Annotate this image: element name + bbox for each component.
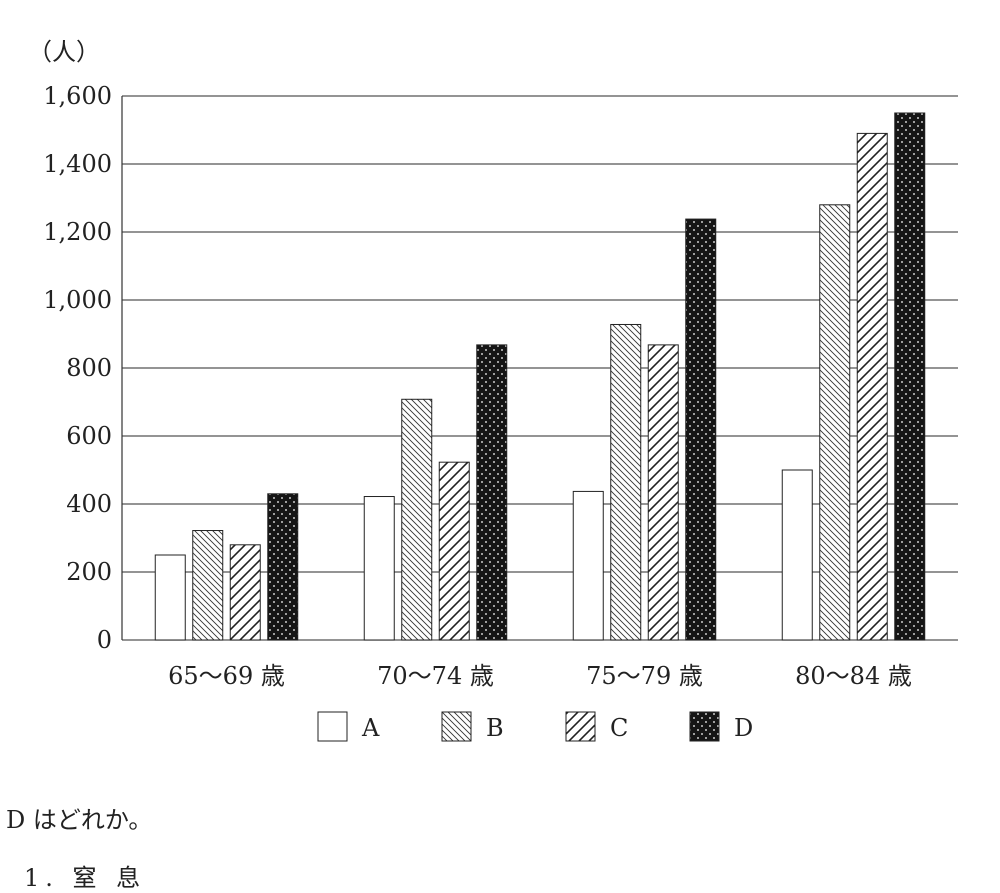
y-unit-label: （人） xyxy=(28,38,100,66)
bar-b-1 xyxy=(192,530,224,641)
y-tick-label: 1,200 xyxy=(43,218,112,246)
y-tick-label: 1,000 xyxy=(43,286,112,314)
x-category-label: 75～79 歳 xyxy=(586,662,703,690)
bar-b-2 xyxy=(401,398,433,641)
bar-d-1 xyxy=(267,493,299,641)
x-category-label: 65～69 歳 xyxy=(168,662,285,690)
y-tick-label: 1,600 xyxy=(43,82,112,110)
y-tick-label: 400 xyxy=(66,490,112,518)
bar-a-2 xyxy=(363,496,395,641)
bar-b-3 xyxy=(610,323,642,641)
bar-c-1 xyxy=(229,544,261,641)
y-tick-label: 0 xyxy=(97,626,112,654)
bar-c-3 xyxy=(647,344,679,641)
y-tick-label: 1,400 xyxy=(43,150,112,178)
x-category-label: 70～74 歳 xyxy=(377,662,494,690)
legend-swatch-a xyxy=(317,711,348,742)
y-tick-label: 600 xyxy=(66,422,112,450)
bar-c-2 xyxy=(438,461,470,641)
legend-label-c: C xyxy=(610,714,628,742)
legend-swatch-b xyxy=(441,711,472,742)
bar-d-4 xyxy=(894,112,926,641)
bar-c-4 xyxy=(856,132,888,641)
legend-label-a: A xyxy=(361,714,380,742)
bar-a-1 xyxy=(154,554,186,641)
legend-label-d: D xyxy=(734,714,753,742)
bar-a-3 xyxy=(572,490,604,641)
answer-option-1[interactable]: 1. 窒 息 xyxy=(24,864,147,892)
bar-d-3 xyxy=(685,218,717,641)
y-tick-label: 800 xyxy=(66,354,112,382)
bar-chart: （人） 0 200 400 600 800 1,000 1,200 1,400 1,600 65～… xyxy=(28,38,958,742)
bar-b-4 xyxy=(819,204,851,641)
bar-a-4 xyxy=(781,469,813,641)
legend-swatch-d xyxy=(689,711,720,742)
legend-label-b: B xyxy=(486,714,504,742)
question-text: D はどれか。 xyxy=(6,806,153,834)
x-category-label: 80～84 歳 xyxy=(795,662,912,690)
legend-swatch-c xyxy=(565,711,596,742)
y-tick-label: 200 xyxy=(66,558,112,586)
bar-d-2 xyxy=(476,344,508,641)
